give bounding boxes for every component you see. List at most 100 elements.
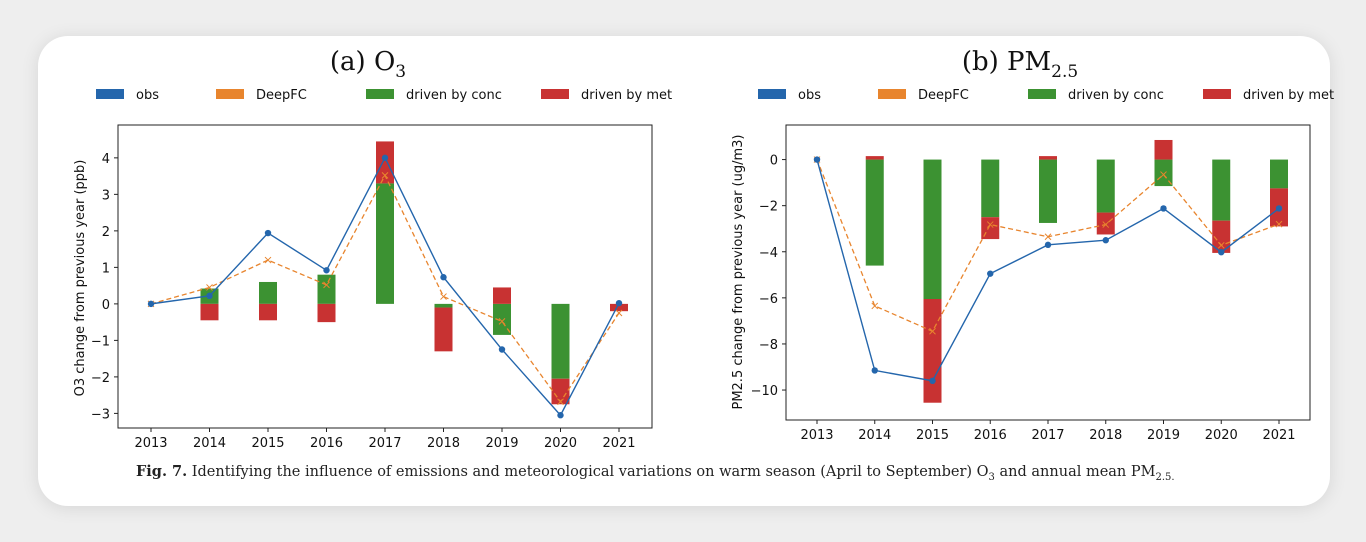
legend-swatch-obs — [758, 89, 786, 99]
panel-a-deepfc-marker-2015 — [264, 256, 272, 264]
panel-a-bar-met-2018 — [434, 307, 453, 352]
panel-a-xtick-label-2017: 2017 — [368, 436, 401, 451]
panel-b-bar-conc-2016 — [981, 159, 1000, 218]
panel-a-obs-point-2021 — [615, 299, 623, 307]
panel-b-bar-conc-2018 — [1096, 159, 1115, 213]
legend-label-obs: obs — [136, 88, 159, 103]
panel-a-deepfc-marker-2018 — [440, 293, 447, 300]
panel-a-chart: −3 −2 −1 0 1 2 3 4 2013 2014 2015 2016 2017 2018 2019 2… — [91, 124, 653, 451]
panel-b-obs-point-2021 — [1275, 205, 1283, 212]
panel-b-deepfc-marker-2017 — [1044, 233, 1052, 241]
legend-label-met: driven by met — [581, 88, 672, 103]
legend-b: obs DeepFC driven by conc driven by met — [758, 88, 1334, 103]
panel-b-deepfc-marker-2021 — [1275, 220, 1283, 228]
panel-b-ytick-label--4: −4 — [759, 246, 778, 261]
panel-a-deepfc-marker-2016 — [323, 281, 330, 289]
panel-a-ytick-label-2: 2 — [102, 225, 110, 240]
panel-b-obs-point-2019 — [1160, 205, 1167, 212]
panel-b-deepfc-marker-2014 — [871, 302, 879, 310]
panel-a-obs-point-2020 — [557, 412, 564, 419]
panel-b-obs-point-2015 — [929, 377, 936, 385]
panel-a-bar-met-2016 — [317, 303, 336, 323]
panel-b-bar-met-2020 — [1212, 220, 1231, 253]
legend-label-obs: obs — [798, 88, 821, 103]
legend-swatch-deepfc — [878, 89, 906, 99]
panel-b-bar-met-2019 — [1154, 139, 1173, 160]
panel-a-obs-point-2018 — [440, 274, 447, 281]
panel-b-bar-conc-2019 — [1154, 159, 1173, 187]
panel-a-title-sub: 3 — [395, 62, 406, 82]
caption-sub2: 2.5. — [1155, 471, 1175, 483]
figure-caption: Fig. 7. Identifying the influence of emi… — [136, 463, 1336, 483]
panel-a-xtick-label-2016: 2016 — [310, 436, 343, 451]
panel-a-bar-conc-2016 — [317, 274, 336, 304]
legend-label-deepfc: DeepFC — [256, 88, 307, 103]
panel-a-obs-point-2014 — [206, 292, 213, 300]
panel-a-ytick-label--2: −2 — [91, 371, 110, 386]
panel-a-obs-point-2013 — [147, 300, 155, 308]
panel-a-title-main: (a) O — [330, 47, 395, 77]
panel-a-title: (a) O3 — [330, 47, 406, 82]
panel-a-bar-met-2020 — [551, 378, 570, 405]
panel-b-title: (b) PM2.5 — [962, 47, 1078, 82]
panel-b-xtick-label-2018: 2018 — [1089, 428, 1122, 443]
panel-a-bar-conc-2020 — [551, 303, 570, 379]
panel-a-bar-met-2017 — [376, 141, 394, 184]
panel-b-bar-met-2017 — [1039, 156, 1057, 160]
panel-a-deepfc-marker-2014 — [206, 284, 213, 291]
legend-label-met: driven by met — [1243, 88, 1334, 103]
panel-a-deepfc-marker-2021 — [615, 309, 623, 317]
panel-a-ytick-label--3: −3 — [91, 407, 110, 422]
panel-b-ytick-label--6: −6 — [759, 292, 778, 307]
panel-a-deepfc-marker-2020 — [557, 398, 564, 406]
panel-a-bar-conc-2015 — [259, 281, 277, 304]
panel-a-xtick-label-2015: 2015 — [251, 436, 284, 451]
panel-b-bar-met-2018 — [1096, 212, 1115, 235]
legend-swatch-conc — [366, 89, 394, 99]
panel-b-ylabel: PM2.5 change from previous year (ug/m3) — [731, 134, 746, 409]
panel-b-obs-point-2014 — [871, 367, 878, 374]
panel-b-xtick-label-2013: 2013 — [800, 428, 833, 443]
panel-b-bar-conc-2017 — [1039, 159, 1057, 223]
panel-b-bar-conc-2021 — [1270, 159, 1288, 189]
panel-a-obs-point-2019 — [498, 346, 506, 353]
panel-a-ytick-label-3: 3 — [102, 188, 110, 203]
panel-b-ytick-label--8: −8 — [759, 338, 778, 353]
panel-b-obs-point-2013 — [813, 156, 821, 163]
panel-a-obs-point-2015 — [264, 229, 272, 237]
panel-b-title-sub: 2.5 — [1051, 62, 1078, 82]
panel-a-obs-point-2016 — [323, 267, 330, 274]
legend-swatch-deepfc — [216, 89, 244, 99]
panel-a-bar-conc-2017 — [376, 183, 394, 304]
panel-b-bar-conc-2014 — [865, 159, 884, 266]
legend-a: obs DeepFC driven by conc driven by met — [96, 88, 672, 103]
panel-b-xtick-label-2015: 2015 — [916, 428, 949, 443]
panel-b-deepfc-marker-2020 — [1217, 241, 1225, 249]
panel-b-deepfc-marker-2016 — [986, 221, 994, 228]
panel-a-bar-met-2019 — [493, 287, 511, 304]
panel-a-deepfc-marker-2017 — [381, 172, 389, 179]
caption-text: Identifying the influence of emissions a… — [191, 464, 989, 480]
panel-b-xtick-label-2021: 2021 — [1262, 428, 1295, 443]
panel-b-bar-met-2014 — [865, 156, 884, 160]
panel-a-bar-met-2015 — [259, 303, 277, 321]
panel-b-xtick-label-2019: 2019 — [1147, 428, 1180, 443]
panel-b-xtick-label-2014: 2014 — [858, 428, 891, 443]
legend-label-deepfc: DeepFC — [918, 88, 969, 103]
caption-mid: and annual mean PM — [994, 464, 1156, 480]
caption-label: Fig. 7. — [136, 463, 188, 480]
panel-a-ytick-label-0: 0 — [102, 298, 110, 313]
panel-a-bar-met-2014 — [200, 303, 219, 321]
panel-a-ytick-label--1: −1 — [91, 334, 110, 349]
panel-b-obs-point-2017 — [1044, 241, 1052, 249]
panel-b-obs-point-2018 — [1102, 237, 1109, 244]
panel-a-ytick-label-1: 1 — [102, 261, 110, 276]
panel-b-xtick-label-2016: 2016 — [974, 428, 1007, 443]
panel-a-xtick-label-2018: 2018 — [427, 436, 460, 451]
panel-b-ytick-label-0: 0 — [770, 154, 778, 169]
legend-label-conc: driven by conc — [1068, 88, 1164, 103]
legend-swatch-conc — [1028, 89, 1056, 99]
legend-label-conc: driven by conc — [406, 88, 502, 103]
panel-a-deepfc-marker-2019 — [498, 318, 506, 325]
panel-b-obs-point-2020 — [1218, 249, 1225, 256]
